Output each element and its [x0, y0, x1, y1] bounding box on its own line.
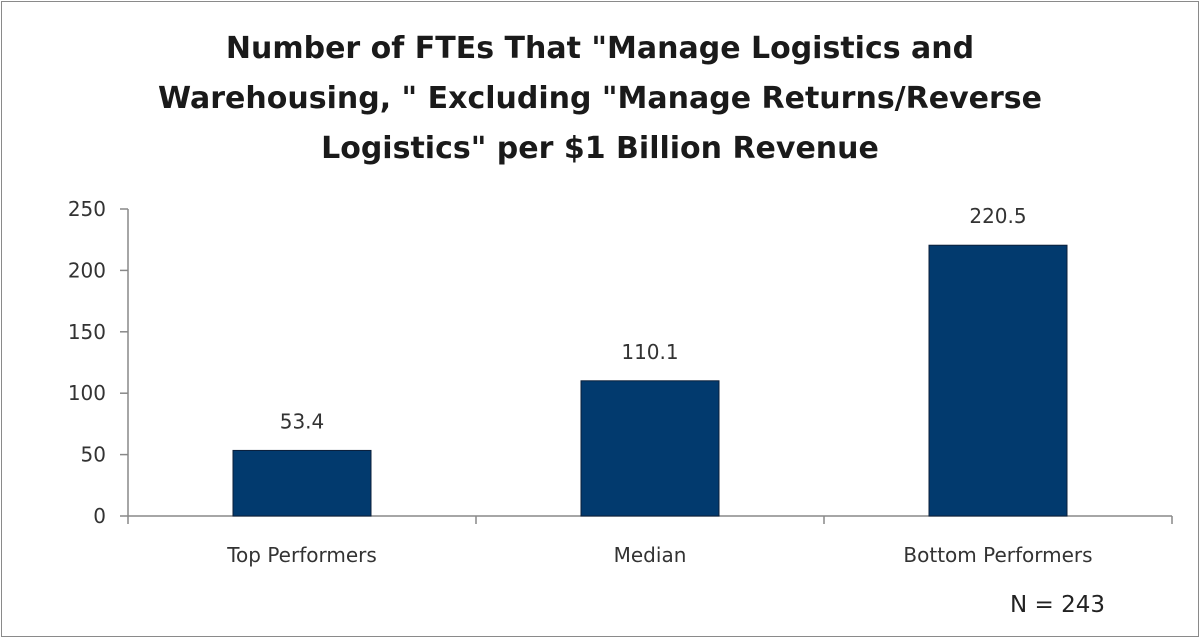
title-line-1: Number of FTEs That "Manage Logistics an…	[225, 31, 975, 66]
title-line-2: Warehousing, " Excluding "Manage Returns…	[158, 81, 1042, 116]
y-tick-label: 100	[68, 381, 106, 405]
y-tick-label: 50	[81, 443, 106, 467]
data-label: 53.4	[280, 409, 325, 433]
y-tick-label: 200	[68, 258, 106, 282]
category-label: Median	[614, 543, 687, 567]
bar-median	[580, 380, 720, 517]
y-tick-label: 0	[93, 504, 106, 528]
data-label: 110.1	[621, 340, 678, 364]
category-label: Top Performers	[226, 543, 377, 567]
chart-title: Number of FTEs That "Manage Logistics an…	[0, 24, 1200, 174]
y-tick-label: 150	[68, 320, 106, 344]
data-label: 220.5	[969, 204, 1026, 228]
title-line-3: Logistics" per $1 Billion Revenue	[321, 131, 879, 166]
bar-top-performers	[232, 449, 372, 517]
y-tick-label: 250	[68, 197, 106, 221]
sample-size-note: N = 243	[1010, 592, 1105, 618]
bar-bottom-performers	[928, 244, 1068, 517]
category-label: Bottom Performers	[903, 543, 1092, 567]
